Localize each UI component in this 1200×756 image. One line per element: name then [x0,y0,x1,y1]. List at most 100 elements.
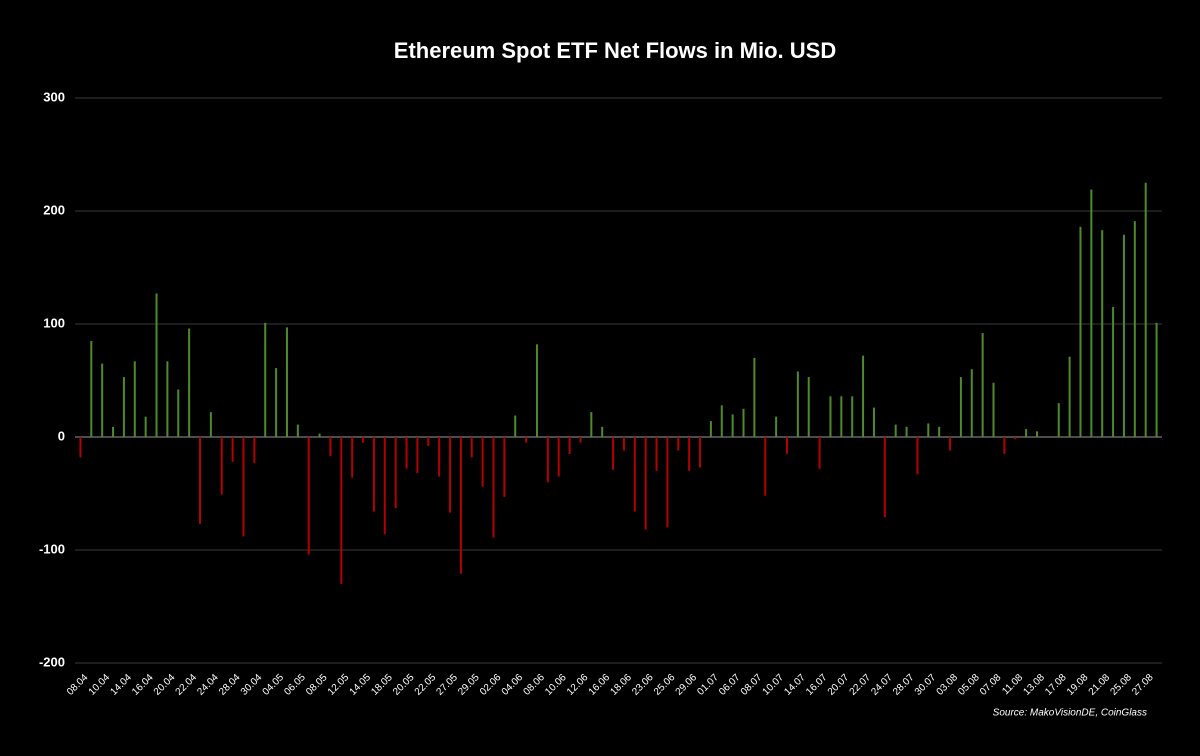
bar [829,396,832,437]
bar [872,407,875,437]
bar [459,437,462,574]
bar [470,437,473,458]
bar [1122,234,1125,437]
bar [666,437,669,528]
bar [731,414,734,437]
bar [742,408,745,437]
bar [807,377,810,437]
bar [188,328,191,437]
bar [601,426,604,437]
bar [818,437,821,469]
bar [775,416,778,437]
bar [1068,356,1071,437]
bar [699,437,702,468]
bar [285,327,288,437]
bar [1025,429,1028,437]
bar [916,437,919,475]
bar [318,433,321,437]
bar [514,415,517,437]
bar [720,405,723,437]
bar [633,437,636,512]
y-tick-label: -100 [39,541,65,556]
bar [242,437,245,537]
bar [535,344,538,437]
bar [840,396,843,437]
bar [427,437,430,447]
bar [949,437,952,451]
bar [307,437,310,555]
bar [1079,226,1082,437]
bar [1003,437,1006,454]
bar [1155,322,1158,437]
bar [503,437,506,497]
bar [155,293,158,437]
bar [938,426,941,437]
bar [883,437,886,518]
bar [90,340,93,437]
bar [438,437,441,477]
bar [253,437,256,463]
bar [753,357,756,437]
bar [764,437,767,496]
bar [394,437,397,509]
bar [981,333,984,437]
bar [220,437,223,495]
source-note: Source: MakoVisionDE, CoinGlass [993,708,1147,719]
bar [557,437,560,477]
y-tick-label: 200 [43,202,65,217]
bar [372,437,375,512]
bar [709,421,712,437]
bar [622,437,625,451]
bar [927,423,930,437]
bar [362,437,365,443]
bar [264,322,267,437]
bar [796,371,799,437]
bar [209,412,212,437]
bar [851,396,854,437]
bar [905,426,908,437]
y-tick-label: 0 [58,428,65,443]
bar [655,437,658,471]
bar [894,424,897,437]
bar [79,437,82,458]
bar [579,437,582,443]
bar [416,437,419,474]
bar [351,437,354,478]
y-tick-label: 100 [43,315,65,330]
bar [992,382,995,437]
bar [166,361,169,437]
bar [688,437,691,471]
bar [449,437,452,513]
bar [133,361,136,437]
bar [340,437,343,584]
bar [1057,403,1060,437]
bar [177,389,180,437]
bar [677,437,680,451]
bar [1101,230,1104,437]
bar [492,437,495,538]
bar [329,437,332,457]
bar [644,437,647,530]
bar [405,437,408,469]
bar [1035,431,1038,437]
bar [112,426,115,437]
bar [231,437,234,462]
bar [122,377,125,437]
bar [959,377,962,437]
bar [970,369,973,437]
bar [568,437,571,454]
bar [144,416,147,437]
bar [1133,221,1136,437]
bar [275,368,278,437]
bar [1144,182,1147,437]
y-tick-label: -200 [39,654,65,669]
bar [785,437,788,454]
bar [546,437,549,483]
chart-title: Ethereum Spot ETF Net Flows in Mio. USD [394,38,836,63]
y-tick-label: 300 [43,89,65,104]
bar [383,437,386,535]
bar [590,412,593,437]
bar [101,363,104,437]
